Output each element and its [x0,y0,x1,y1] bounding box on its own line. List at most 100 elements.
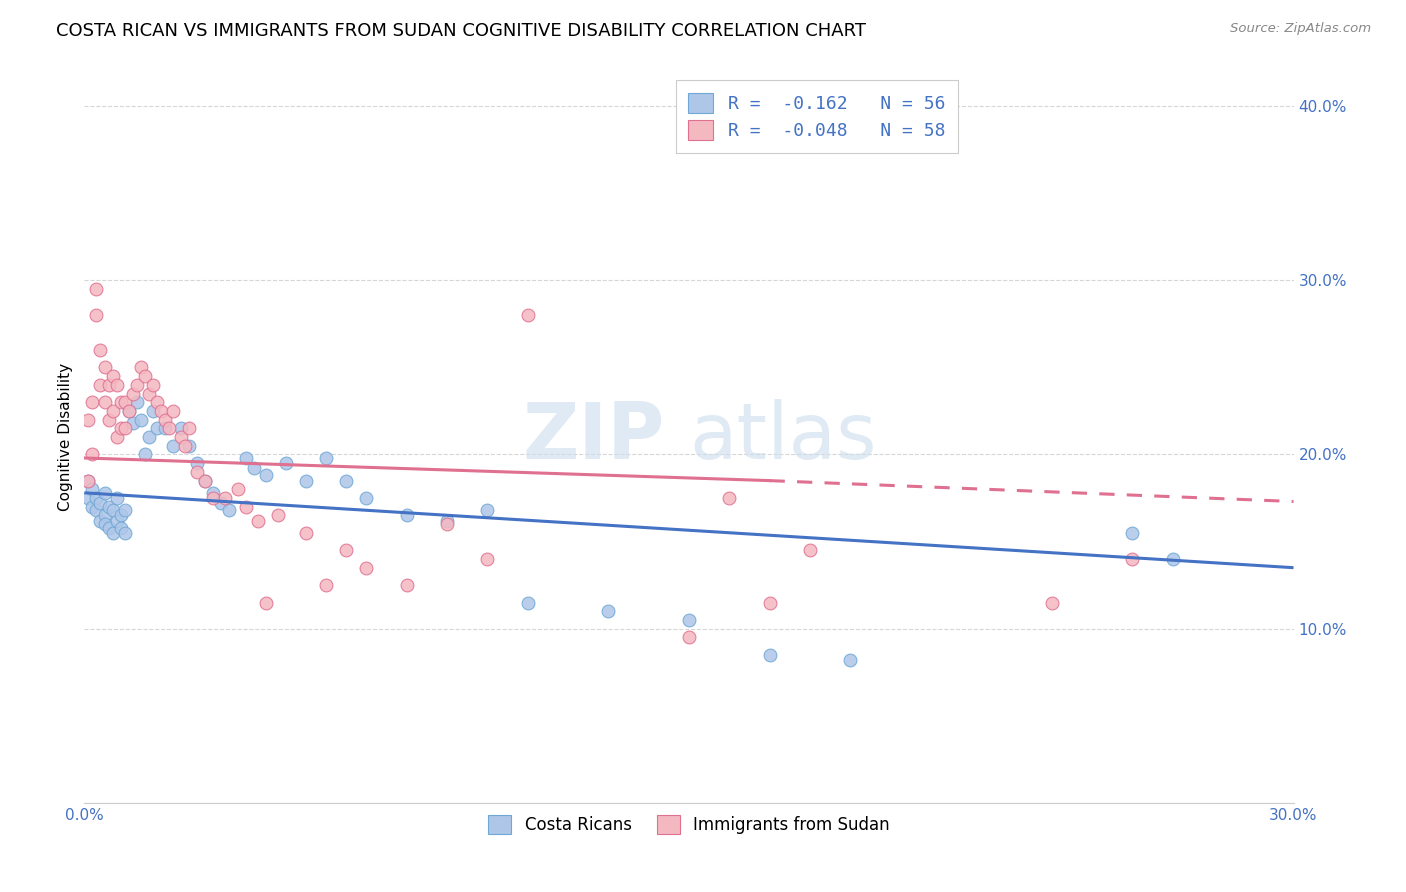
Y-axis label: Cognitive Disability: Cognitive Disability [58,363,73,511]
Point [218,503,240,517]
Point [678,631,700,645]
Point [118,404,141,418]
Point [186,465,208,479]
Point [138,430,160,444]
Point [477,552,499,566]
Point [93,485,115,500]
Point [194,474,217,488]
Legend: Costa Ricans, Immigrants from Sudan: Costa Ricans, Immigrants from Sudan [477,804,901,846]
Point [134,448,156,462]
Point [93,395,115,409]
Point [254,468,277,483]
Point [89,377,111,392]
Point [799,543,821,558]
Point [82,395,104,409]
Point [93,517,115,532]
Point [839,653,862,667]
Point [146,421,169,435]
Point [274,456,297,470]
Point [335,543,357,558]
Point [1121,525,1143,540]
Point [202,491,225,505]
Point [153,421,176,435]
Point [157,421,180,435]
Point [142,377,165,392]
Point [105,430,128,444]
Point [110,508,132,523]
Point [179,421,201,435]
Point [77,412,100,426]
Point [86,491,108,505]
Point [93,360,115,375]
Point [235,450,257,465]
Point [89,514,111,528]
Point [186,456,208,470]
Point [105,377,128,392]
Point [718,491,741,505]
Point [101,369,124,384]
Point [1121,552,1143,566]
Point [209,496,232,510]
Point [516,595,538,609]
Point [335,474,357,488]
Point [97,500,120,514]
Point [194,474,217,488]
Point [129,412,152,426]
Point [174,439,197,453]
Point [77,474,100,488]
Point [516,308,538,322]
Point [477,503,499,517]
Point [246,514,269,528]
Point [77,491,100,505]
Text: atlas: atlas [689,399,876,475]
Text: Source: ZipAtlas.com: Source: ZipAtlas.com [1230,22,1371,36]
Point [295,525,318,540]
Point [315,578,337,592]
Point [254,595,277,609]
Point [226,483,249,497]
Point [121,416,143,430]
Point [162,439,184,453]
Point [77,474,100,488]
Point [138,386,160,401]
Point [118,404,141,418]
Point [110,395,132,409]
Text: ZIP: ZIP [523,399,665,475]
Point [1040,595,1063,609]
Point [101,503,124,517]
Point [86,282,108,296]
Point [114,525,136,540]
Point [82,448,104,462]
Point [129,360,152,375]
Point [149,404,172,418]
Point [82,483,104,497]
Point [162,404,184,418]
Point [170,430,193,444]
Point [86,503,108,517]
Point [89,496,111,510]
Point [114,503,136,517]
Point [295,474,318,488]
Point [93,508,115,523]
Point [97,377,120,392]
Point [125,395,148,409]
Point [89,343,111,357]
Point [97,412,120,426]
Point [242,461,264,475]
Point [101,404,124,418]
Point [598,604,620,618]
Point [436,514,458,528]
Point [315,450,337,465]
Point [110,421,132,435]
Point [395,508,418,523]
Point [179,439,201,453]
Point [267,508,290,523]
Point [202,485,225,500]
Text: COSTA RICAN VS IMMIGRANTS FROM SUDAN COGNITIVE DISABILITY CORRELATION CHART: COSTA RICAN VS IMMIGRANTS FROM SUDAN COG… [56,22,866,40]
Point [82,500,104,514]
Point [356,491,378,505]
Point [153,412,176,426]
Point [146,395,169,409]
Point [110,521,132,535]
Point [114,395,136,409]
